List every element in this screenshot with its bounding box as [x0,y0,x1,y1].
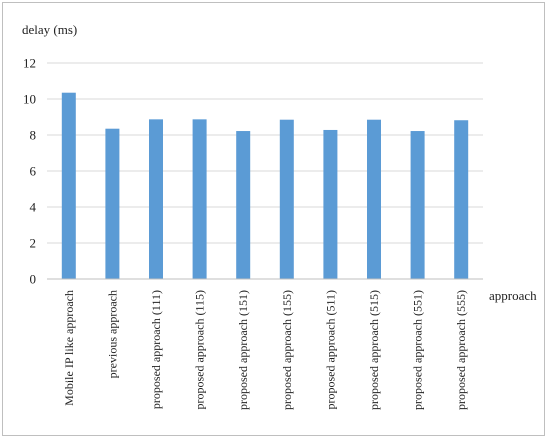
y-tick-label: 12 [23,56,36,71]
y-tick-label: 10 [23,92,36,107]
category-label: Mobile IP like approach [62,290,76,406]
bar [323,129,338,279]
bar [105,128,120,279]
y-tick-label: 8 [30,128,37,143]
category-label: proposed approach (551) [411,290,425,410]
y-tick-label: 0 [30,272,37,287]
category-label: proposed approach (115) [193,290,207,410]
bar [367,119,381,279]
y-tick-labels: 0 2 4 6 8 10 12 [23,56,37,287]
bar [454,120,469,280]
category-labels: Mobile IP like approach previous approach… [62,290,468,410]
category-label: proposed approach (555) [454,290,468,410]
x-axis-title: approach [489,288,537,303]
y-tick-label: 2 [30,236,37,251]
bar [236,131,251,279]
category-label: proposed approach (511) [323,290,337,410]
bar [192,119,207,279]
category-label: previous approach [105,290,119,378]
bars [61,92,469,280]
grid-lines [47,62,483,244]
category-label: proposed approach (111) [149,290,163,409]
category-label: proposed approach (515) [367,290,381,410]
bar [410,131,425,279]
bar [149,119,163,279]
category-label: proposed approach (155) [280,290,294,410]
bar [279,119,294,279]
y-axis-title: delay (ms) [22,22,77,37]
y-tick-label: 4 [30,200,37,215]
y-tick-label: 6 [30,164,37,179]
bar [61,92,76,279]
category-label: proposed approach (151) [236,290,250,410]
